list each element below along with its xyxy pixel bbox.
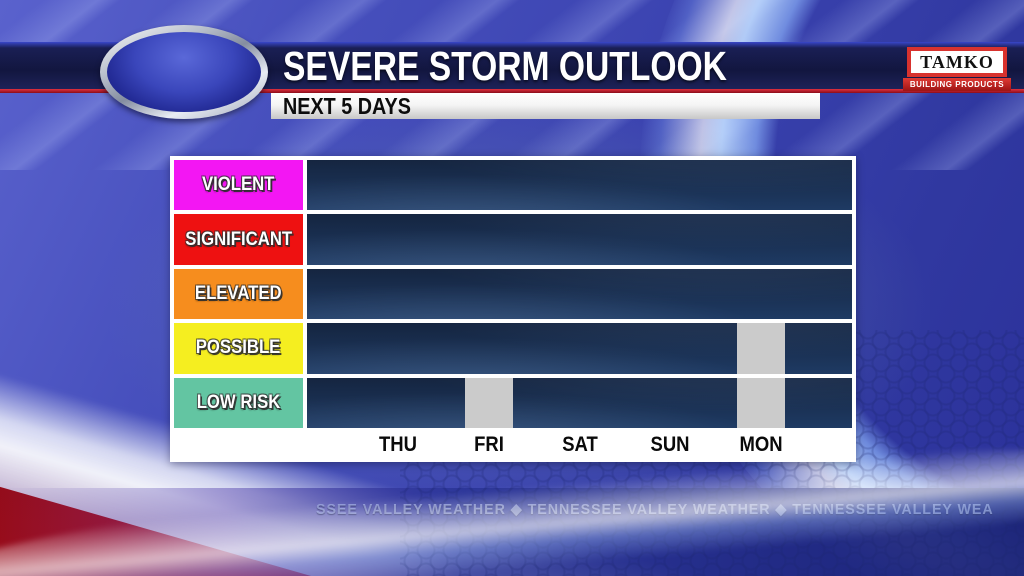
risk-label-violent: VIOLENT — [174, 160, 303, 211]
bar-mon-low-risk — [737, 377, 786, 428]
outlook-chart: VIOLENT SIGNIFICANT ELEVATED POSSIBLE LOW RI… — [170, 156, 856, 462]
station-logo-text: TN VALLEY WEATHER — [92, 35, 276, 95]
subtitle-text: NEXT 5 DAYS — [283, 93, 411, 119]
risk-label-significant: SIGNIFICANT — [174, 214, 303, 265]
station-logo: TN VALLEY WEATHER — [100, 25, 268, 119]
day-label-fri: FRI — [473, 433, 504, 456]
station-name-line2: WEATHER — [101, 59, 267, 96]
station-logo-globe — [107, 32, 261, 112]
page-title: SEVERE STORM OUTLOOK — [283, 43, 727, 89]
sponsor-logo: TAMKO BUILDING PRODUCTS — [903, 47, 1011, 91]
day-axis-track: THU FRI SAT SUN MON — [307, 432, 852, 458]
risk-label-text: LOW RISK — [196, 391, 281, 413]
risk-label-text: POSSIBLE — [196, 337, 281, 359]
station-name-line1: TN VALLEY — [128, 35, 240, 60]
plot-row-elevated — [307, 268, 852, 320]
outlook-chart-grid: VIOLENT SIGNIFICANT ELEVATED POSSIBLE LOW RI… — [174, 160, 852, 458]
sponsor-tagline-bar: BUILDING PRODUCTS — [903, 78, 1011, 91]
subtitle-bar: NEXT 5 DAYS — [271, 93, 820, 119]
risk-label-elevated: ELEVATED — [174, 268, 303, 320]
plot-row-violent — [307, 160, 852, 211]
day-axis: THU FRI SAT SUN MON — [174, 432, 852, 458]
day-label-sat: SAT — [561, 433, 598, 456]
sponsor-name: TAMKO — [920, 51, 994, 72]
day-label-sun: SUN — [650, 433, 690, 456]
plot-row-possible — [307, 323, 852, 374]
bar-mon-possible — [737, 323, 786, 374]
risk-label-low-risk: LOW RISK — [174, 377, 303, 428]
risk-label-text: VIOLENT — [202, 174, 275, 196]
bar-fri-low-risk — [464, 377, 513, 428]
plot-row-significant — [307, 214, 852, 265]
sponsor-logo-box: TAMKO — [907, 47, 1007, 77]
sponsor-tagline: BUILDING PRODUCTS — [909, 80, 1005, 89]
header-red-divider — [0, 89, 1024, 93]
risk-label-text: ELEVATED — [195, 282, 282, 304]
day-label-mon: MON — [739, 433, 783, 456]
day-label-thu: THU — [378, 433, 417, 456]
plot-row-low-risk — [307, 377, 852, 428]
risk-label-possible: POSSIBLE — [174, 323, 303, 374]
risk-label-text: SIGNIFICANT — [185, 228, 292, 250]
